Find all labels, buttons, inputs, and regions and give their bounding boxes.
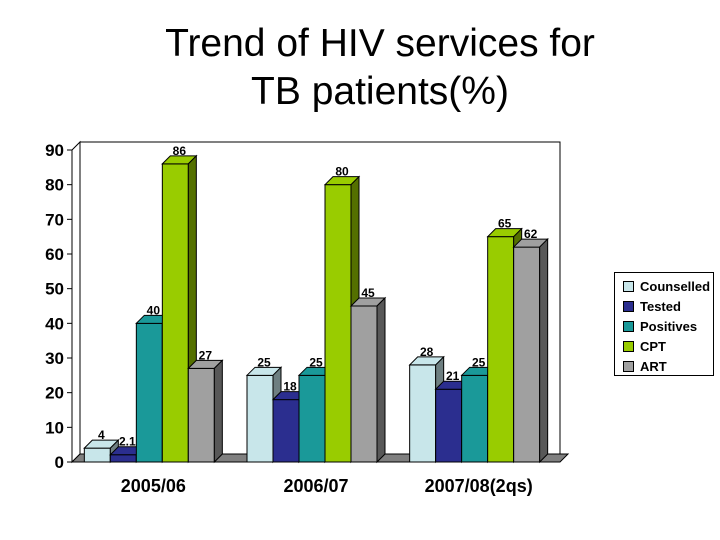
- y-tick-label: 10: [45, 418, 64, 437]
- legend-label: Positives: [640, 318, 698, 334]
- data-label: 62: [524, 227, 538, 241]
- bar-front: [513, 246, 541, 463]
- bar-front: [272, 399, 300, 463]
- y-tick-label: 20: [45, 384, 64, 403]
- legend-swatch: [623, 280, 634, 292]
- data-label: 27: [199, 348, 213, 362]
- legend-item: Counselled: [623, 277, 710, 295]
- y-tick-label: 60: [45, 245, 64, 264]
- bar-front: [487, 236, 515, 463]
- bar-front: [187, 367, 215, 463]
- data-label: 65: [498, 217, 512, 231]
- bar: [187, 359, 224, 464]
- chart-title: Trend of HIV services for TB patients(%): [0, 20, 720, 116]
- bar-side: [376, 296, 386, 464]
- y-tick-label: 30: [45, 349, 64, 368]
- legend-swatch: [623, 340, 634, 352]
- legend-swatch: [623, 300, 634, 312]
- data-label: 21: [446, 369, 460, 383]
- chart-side-wall: [71, 140, 81, 464]
- data-label: 4: [98, 428, 105, 442]
- data-label: 28: [420, 345, 434, 359]
- chart-legend: Counselled Tested Positives CPT ART: [614, 272, 714, 376]
- data-label: 45: [361, 286, 375, 300]
- bar-front: [246, 374, 274, 463]
- legend-label: Counselled: [640, 278, 711, 294]
- bar-front: [350, 305, 378, 463]
- bar-front: [461, 374, 489, 463]
- x-tick-label: 2005/06: [121, 476, 186, 496]
- bar-front: [298, 374, 326, 463]
- y-tick-label: 70: [45, 210, 64, 229]
- data-label: 2.1: [119, 435, 136, 449]
- legend-label: CPT: [640, 338, 666, 354]
- y-tick-label: 80: [45, 176, 64, 195]
- bar-side: [539, 237, 549, 464]
- bar-front: [109, 454, 137, 463]
- bar: [349, 296, 387, 464]
- legend-swatch: [623, 360, 634, 372]
- legend-item: CPT: [623, 337, 666, 355]
- x-tick-label: 2007/08(2qs): [425, 476, 533, 496]
- y-tick-label: 0: [55, 453, 64, 472]
- data-label: 86: [173, 144, 187, 158]
- legend-item: Tested: [623, 297, 681, 315]
- data-label: 80: [335, 165, 349, 179]
- legend-label: Tested: [640, 298, 681, 314]
- data-label: 40: [147, 303, 161, 317]
- bar-front: [435, 388, 463, 463]
- legend-item: ART: [623, 357, 667, 375]
- y-tick-label: 50: [45, 280, 64, 299]
- chart-title-line-2: TB patients(%): [251, 70, 509, 113]
- x-tick-label: 2006/07: [283, 476, 348, 496]
- bar-front: [161, 163, 189, 463]
- bar: [245, 366, 283, 464]
- data-label: 18: [283, 380, 297, 394]
- data-label: 25: [309, 355, 323, 369]
- data-label: 25: [472, 355, 486, 369]
- bar-front: [135, 322, 163, 463]
- bar-side: [213, 359, 223, 464]
- y-tick-label: 40: [45, 314, 64, 333]
- chart-title-line-1: Trend of HIV services for: [165, 22, 595, 65]
- bar-front: [324, 184, 352, 463]
- y-tick-label: 90: [45, 141, 64, 160]
- bar-front: [83, 447, 111, 463]
- bar-front: [409, 364, 437, 463]
- legend-label: ART: [640, 358, 667, 374]
- bar: [512, 237, 549, 464]
- legend-item: Positives: [623, 317, 697, 335]
- data-label: 25: [257, 355, 271, 369]
- legend-swatch: [623, 320, 634, 332]
